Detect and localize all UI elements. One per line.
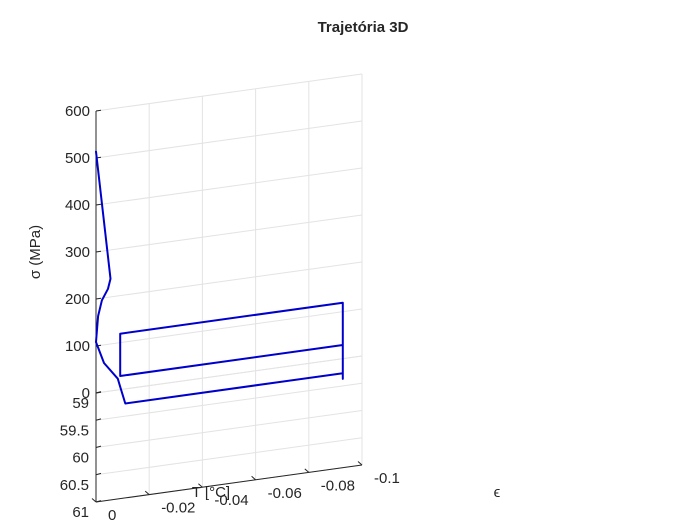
tick-labels: 0 100 200 300 400 500 600 59 59.5 60 60.5 61 -0.1 -0.… [60, 103, 400, 524]
y-axis-label: ϵ [494, 484, 501, 501]
wall-gridline-sigma [95, 167, 363, 206]
y-tick-mark [304, 468, 310, 473]
x-tick-mark [95, 391, 102, 394]
chart-title: Trajetória 3D [318, 19, 409, 36]
x-tick-mark [95, 472, 102, 476]
z-tick-label: 600 [65, 103, 90, 120]
y-tick-mark [357, 461, 363, 466]
y-tick-mark [198, 483, 203, 488]
wall-gridline-sigma [95, 214, 363, 253]
z-tick-mark [95, 297, 102, 300]
z-tick-label: 100 [65, 338, 90, 355]
z-tick-label: 200 [65, 291, 90, 308]
y-tick-label: -0.06 [268, 485, 302, 502]
z-tick-mark [95, 109, 102, 112]
floor-gridline-T [95, 410, 363, 448]
y-axis-line [95, 464, 363, 503]
y-tick-label: 0 [108, 507, 116, 524]
wall-gridline-sigma [95, 120, 363, 159]
floor-gridline-T [95, 382, 363, 421]
z-axis-label: σ (MPa) [27, 225, 44, 279]
wall-gridline-sigma [95, 261, 363, 300]
wall-gridline-sigma [95, 355, 363, 394]
z-tick-mark [95, 250, 102, 253]
y-tick-mark [251, 475, 256, 481]
x-tick-label: 59 [72, 395, 89, 412]
trajectory-line [95, 150, 344, 405]
x-tick-label: 60 [72, 450, 89, 467]
x-tick-label: 59.5 [60, 422, 89, 439]
z-tick-label: 400 [65, 197, 90, 214]
wall-gridline-sigma [95, 308, 363, 347]
floor-gridline-T [95, 437, 363, 476]
grid [95, 73, 363, 503]
x-axis-label: T [°C] [192, 484, 230, 501]
z-tick-label: 300 [65, 244, 90, 261]
x-tick-label: 61 [72, 504, 89, 521]
z-tick-label: 500 [65, 150, 90, 167]
y-tick-mark [91, 498, 97, 503]
z-tick-label: 0 [82, 385, 90, 402]
x-tick-mark [95, 445, 102, 448]
y-tick-mark [144, 490, 150, 495]
x-tick-label: 60.5 [60, 477, 89, 494]
x-tick-mark [95, 500, 102, 503]
y-tick-label: -0.1 [374, 470, 400, 487]
wall-gridline-sigma [95, 73, 363, 112]
x-tick-mark [95, 418, 102, 421]
y-tick-label: -0.08 [321, 477, 355, 494]
y-tick-label: -0.02 [161, 500, 195, 517]
series-layer [95, 150, 344, 405]
z-tick-mark [95, 203, 102, 206]
y-tick-label: -0.04 [214, 492, 248, 509]
